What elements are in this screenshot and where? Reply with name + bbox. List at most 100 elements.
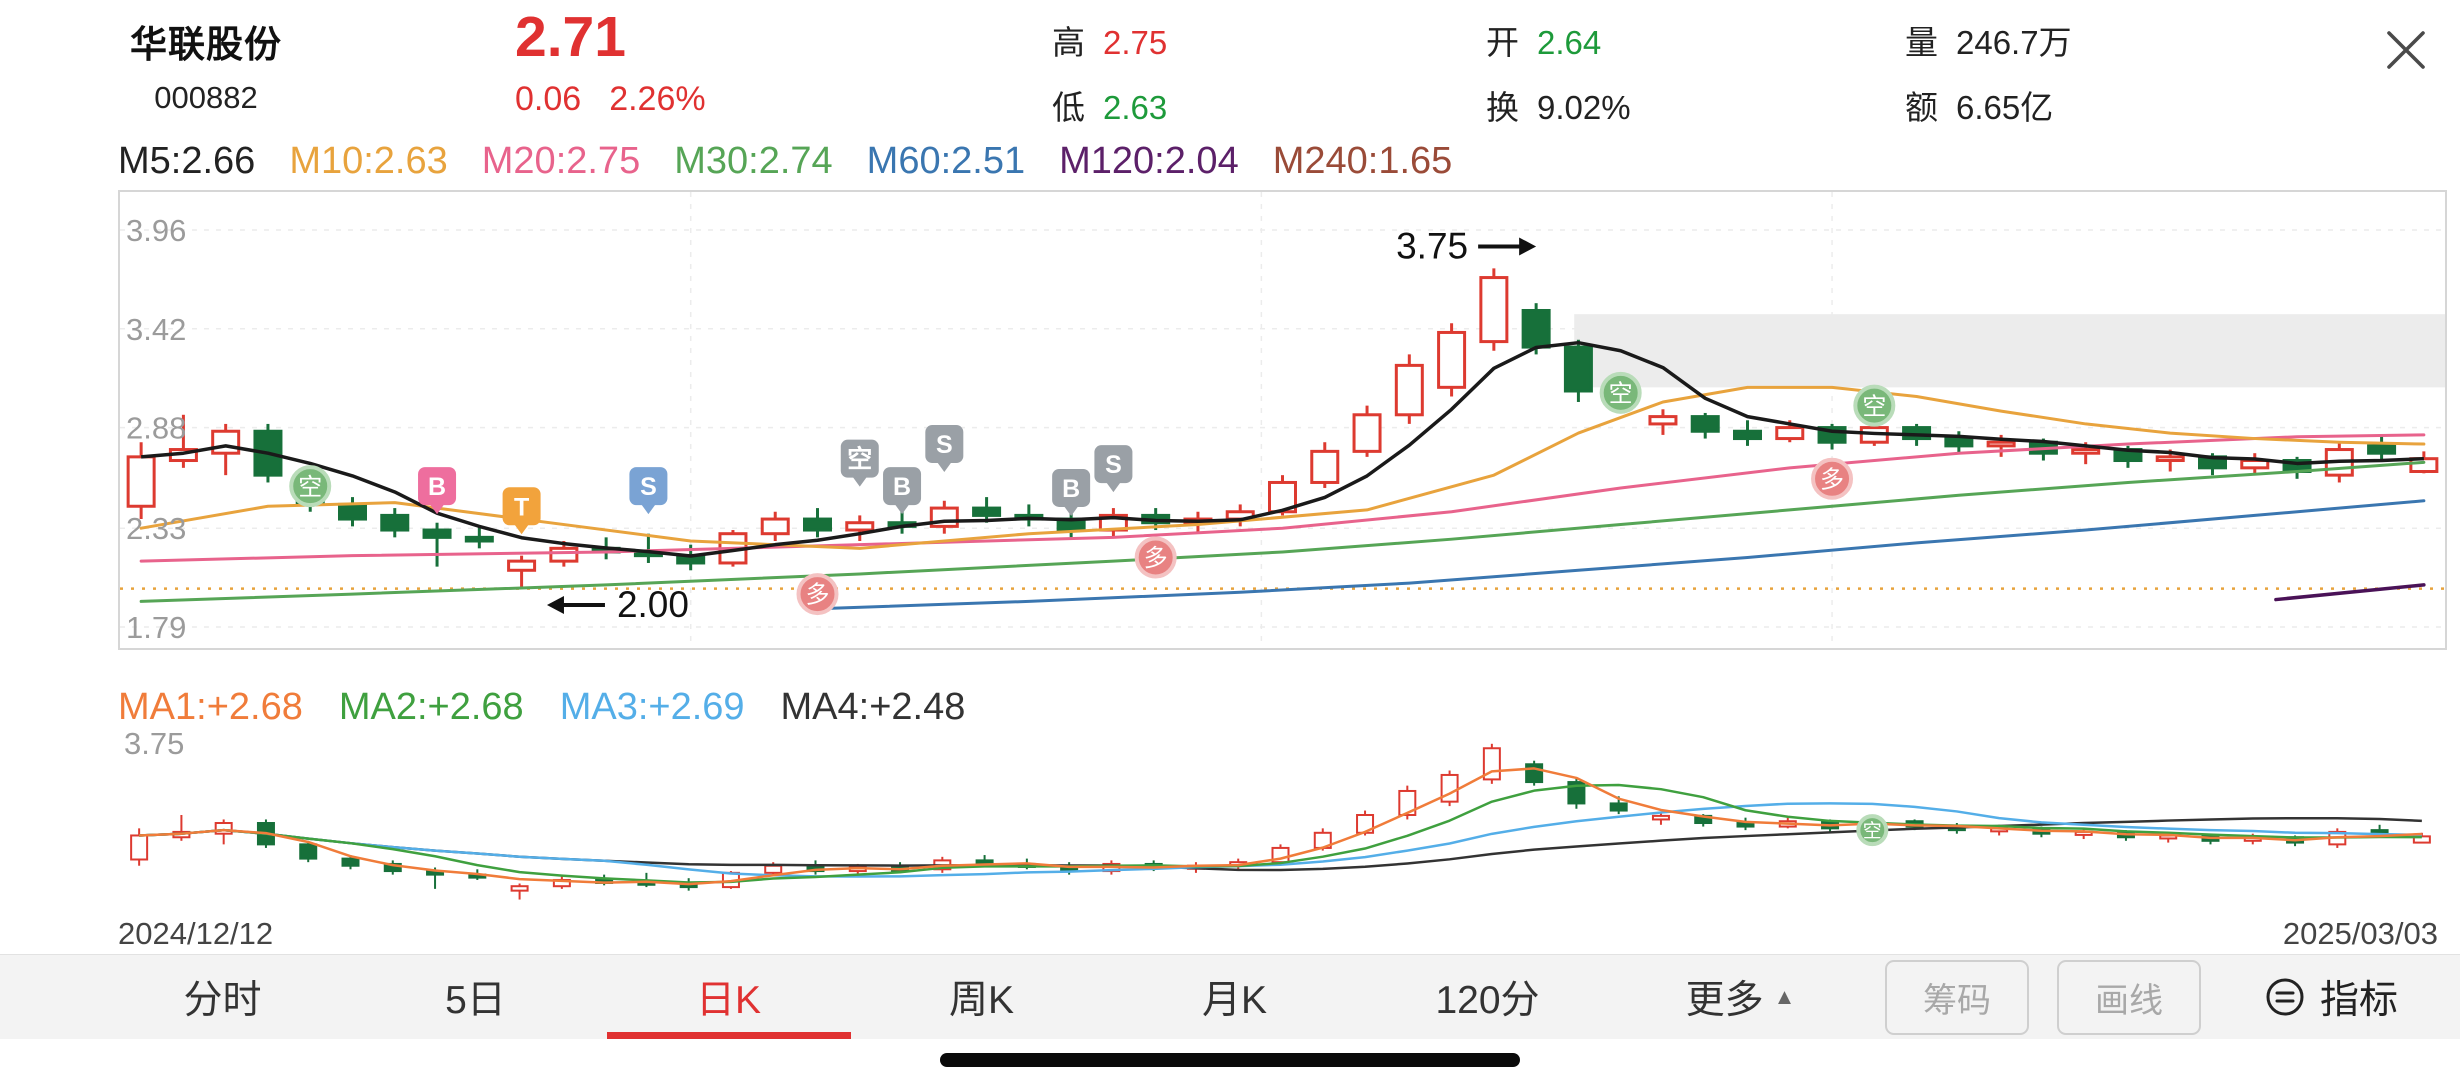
chart-marker-多: 多	[1811, 457, 1854, 500]
main-ma-legend: M5:2.66 M10:2.63 M20:2.75 M30:2.74 M60:2.51 M…	[118, 140, 1452, 183]
svg-text:多: 多	[806, 582, 830, 609]
chart-marker-空: 空	[289, 465, 332, 508]
period-tabs: 分时 5日 日K 周K 月K 120分 更多 ▲	[96, 955, 1867, 1039]
tab-日K[interactable]: 日K	[602, 955, 855, 1039]
highlight-band	[1574, 314, 2445, 388]
ma-label-3: M30:2.74	[674, 140, 833, 182]
action-buttons: 筹码 画线	[1885, 959, 2201, 1035]
y-axis-tick: 3.96	[126, 213, 186, 248]
svg-text:S: S	[1105, 451, 1122, 479]
svg-text:多: 多	[1820, 466, 1844, 493]
svg-text:空: 空	[1863, 820, 1882, 842]
open-label: 开	[1486, 24, 1519, 61]
stock-code: 000882	[154, 80, 258, 115]
close-button[interactable]	[2380, 24, 2432, 76]
tab-label: 5日	[445, 979, 506, 1022]
tab-label: 周K	[948, 979, 1014, 1022]
svg-text:T: T	[514, 493, 529, 521]
chart-marker-S: S	[629, 467, 668, 515]
high-value: 2.75	[1103, 24, 1168, 61]
svg-text:多: 多	[1144, 545, 1168, 572]
chart-marker-多: 多	[796, 573, 839, 616]
svg-text:B: B	[893, 473, 911, 501]
sub-ma-label-2: MA3:+2.69	[559, 686, 745, 728]
tab-更多[interactable]: 更多 ▲	[1614, 955, 1867, 1039]
main-chart-area[interactable]: 空 B T S 多空 B S B S 多空多空 3.75 2.00 3.96 3.42 2.88 2.33 1.…	[118, 190, 2447, 650]
stock-identity: 华联股份 000882	[130, 14, 282, 116]
volume-amount-column: 量 246.7万 额 6.65亿	[1905, 16, 2072, 146]
indicator-icon	[2266, 978, 2304, 1016]
chart-marker-空: 空	[1856, 814, 1889, 847]
ma-label-6: M240:1.65	[1272, 140, 1453, 182]
tab-label: 120分	[1435, 979, 1540, 1022]
open-row: 开 2.64	[1486, 16, 1631, 64]
turnover-label: 换	[1486, 89, 1519, 126]
amount-row: 额 6.65亿	[1905, 81, 2072, 129]
price-block: 2.71 0.06 2.26%	[515, 7, 706, 119]
tab-5日[interactable]: 5日	[349, 955, 602, 1039]
tab-月K[interactable]: 月K	[1108, 955, 1361, 1039]
high-low-column: 高 2.75 低 2.63	[1052, 16, 1167, 146]
chart-marker-T: T	[502, 487, 541, 535]
volume-label: 量	[1905, 24, 1938, 61]
quote-header: 华联股份 000882 2.71 0.06 2.26% 高 2.75 低 2.6…	[0, 0, 2460, 130]
ma-sub-chart[interactable]: 空 3.75	[118, 716, 2443, 914]
sub-y-axis-tick: 3.75	[124, 726, 184, 761]
y-axis-tick: 1.79	[126, 610, 186, 645]
home-indicator-bar[interactable]	[940, 1053, 1520, 1067]
ma-label-4: M60:2.51	[866, 140, 1026, 182]
ma-label-2: M20:2.75	[481, 140, 641, 182]
ma-label-1: M10:2.63	[289, 140, 448, 182]
tab-label: 日K	[695, 979, 761, 1022]
chart-annotation: 3.75	[1396, 225, 1537, 266]
low-label: 低	[1052, 89, 1085, 126]
low-row: 低 2.63	[1052, 81, 1167, 129]
tab-label: 更多	[1685, 979, 1764, 1022]
bottom-tab-bar: 分时 5日 日K 周K 月K 120分 更多 ▲ 筹码 画线 指标	[0, 954, 2460, 1039]
change-value: 0.06	[515, 79, 582, 118]
chart-marker-B: B	[418, 467, 457, 515]
caret-up-icon: ▲	[1773, 984, 1796, 1009]
low-value: 2.63	[1103, 89, 1168, 126]
ma-label-0: M5:2.66	[118, 140, 256, 182]
svg-text:S: S	[640, 473, 657, 501]
chart-marker-空: 空	[840, 439, 879, 487]
svg-text:3.75: 3.75	[1396, 225, 1468, 266]
change-percent: 2.26%	[609, 79, 706, 118]
sub-ma-label-3: MA4:+2.48	[780, 686, 966, 728]
y-axis-tick: 3.42	[126, 312, 186, 347]
chart-marker-空: 空	[1853, 384, 1896, 427]
tab-分时[interactable]: 分时	[96, 955, 349, 1039]
amount-label: 额	[1905, 89, 1938, 126]
svg-text:B: B	[428, 473, 446, 501]
action-button-筹码[interactable]: 筹码	[1885, 959, 2029, 1035]
chart-annotation: 2.00	[546, 584, 689, 625]
chart-marker-S: S	[1094, 445, 1133, 493]
chart-marker-B: B	[1052, 468, 1091, 516]
volume-value: 246.7万	[1956, 24, 2072, 61]
indicator-button[interactable]: 指标	[2263, 969, 2398, 1025]
svg-text:B: B	[1062, 475, 1080, 503]
end-date: 2025/03/03	[2282, 916, 2438, 951]
y-axis-tick: 2.33	[126, 511, 186, 546]
chart-marker-空: 空	[1599, 371, 1642, 414]
chart-marker-S: S	[925, 425, 964, 473]
sub-chart-area[interactable]: 空 3.75	[118, 716, 2443, 914]
ma-label-5: M120:2.04	[1059, 140, 1239, 182]
high-row: 高 2.75	[1052, 16, 1167, 64]
tab-周K[interactable]: 周K	[855, 955, 1108, 1039]
high-label: 高	[1052, 24, 1085, 61]
y-axis-tick: 2.88	[126, 411, 186, 446]
turnover-row: 换 9.02%	[1486, 81, 1631, 129]
tab-120分[interactable]: 120分	[1361, 955, 1614, 1039]
action-button-画线[interactable]: 画线	[2057, 959, 2201, 1035]
date-range: 2024/12/12 2025/03/03	[118, 916, 2438, 952]
sub-ma-label-1: MA2:+2.68	[338, 686, 524, 728]
close-icon	[2387, 31, 2425, 69]
stock-name: 华联股份	[130, 24, 282, 65]
svg-text:空: 空	[1609, 380, 1633, 407]
start-date: 2024/12/12	[118, 916, 274, 951]
daily-k-chart[interactable]: 空 BTS多空BSBS多空多空3.752.003.963.422.882.331.…	[120, 192, 2445, 648]
svg-text:空: 空	[1862, 393, 1886, 420]
amount-value: 6.65亿	[1956, 89, 2054, 126]
